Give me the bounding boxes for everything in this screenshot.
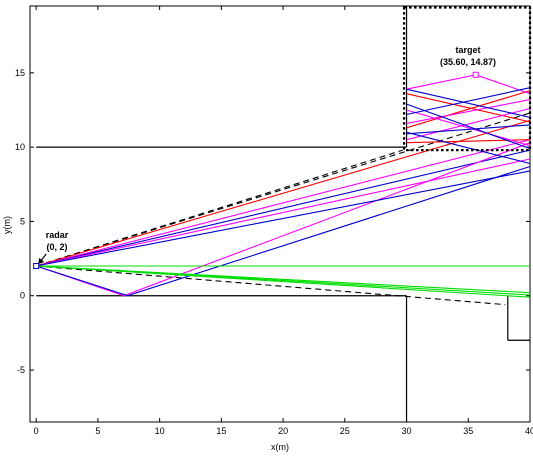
blue-ray-path — [406, 131, 531, 165]
target-region-box — [402, 6, 532, 152]
magenta-ray-path — [36, 142, 531, 297]
blue-ray-path — [406, 87, 531, 116]
red-ray-path — [406, 90, 531, 129]
x-tick-label: 10 — [155, 426, 165, 436]
x-tick-label: 15 — [216, 426, 226, 436]
los-dashed-line — [36, 149, 404, 267]
y-tick-label: 0 — [20, 291, 25, 301]
blue-ray-path — [36, 149, 531, 267]
blue-ray-path — [36, 165, 531, 297]
radar-label: radar — [46, 230, 69, 240]
x-tick-label: 25 — [340, 426, 350, 436]
axes-frame — [29, 5, 531, 423]
target-label: target — [455, 45, 480, 55]
x-tick-label: 30 — [402, 426, 412, 436]
magenta-ray-path — [406, 109, 531, 147]
x-tick-label: 35 — [463, 426, 473, 436]
radar-arrow-head — [38, 258, 45, 264]
magenta-ray-path — [36, 158, 531, 267]
x-tick-label: 40 — [525, 426, 533, 436]
x-tick-label: 5 — [95, 426, 100, 436]
plot-area — [29, 5, 532, 423]
blue-ray-path — [36, 170, 531, 267]
green-ray-path — [36, 265, 531, 298]
blue-ray-path — [406, 88, 531, 118]
magenta-ray-path — [406, 74, 531, 95]
magenta-ray-path — [406, 99, 531, 124]
magenta-ray-path — [406, 107, 531, 141]
red-ray-path — [406, 93, 531, 123]
x-axis-label: x(m) — [271, 442, 289, 452]
blue-ray-path — [406, 124, 531, 135]
annotations: radar (0, 2) target (35.60, 14.87) — [46, 45, 496, 252]
y-tick-label: 10 — [15, 142, 25, 152]
y-axis-label: y(m) — [2, 216, 12, 234]
x-tick-label: 20 — [278, 426, 288, 436]
los-dashed-line — [36, 265, 506, 306]
radar-coords: (0, 2) — [46, 242, 67, 252]
x-tick-label: 0 — [34, 426, 39, 436]
los-dashed-line — [36, 112, 531, 267]
target-marker — [472, 71, 479, 78]
radar-marker — [33, 263, 40, 269]
magenta-ray-path — [36, 139, 531, 267]
y-tick-label: -5 — [17, 365, 25, 375]
blue-ray-path — [406, 103, 531, 150]
y-tick-label: 5 — [20, 216, 25, 226]
target-coords: (35.60, 14.87) — [440, 57, 496, 67]
red-ray-path — [36, 119, 531, 267]
y-tick-label: 15 — [15, 68, 25, 78]
